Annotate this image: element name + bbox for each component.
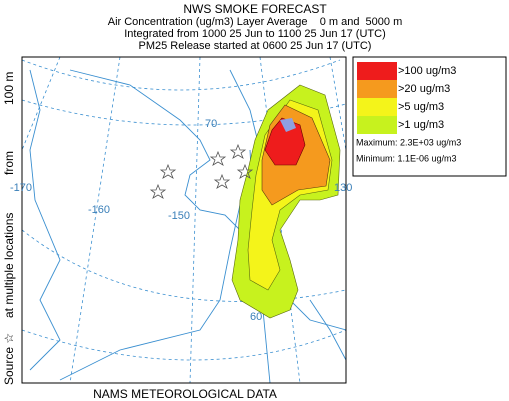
side-label: Source ☆ at multiple locations from 100 …	[2, 72, 16, 385]
side-label-part: 100 m	[2, 72, 16, 105]
legend-label: >5 ug/m3	[398, 101, 444, 113]
map-label: -160	[88, 204, 110, 216]
subtitle: PM25 Release started at 0600 25 Jun 17 (…	[139, 40, 372, 52]
subtitle: Integrated from 1000 25 Jun to 1100 25 J…	[124, 28, 386, 40]
legend-label: >20 ug/m3	[398, 83, 450, 95]
title: NWS SMOKE FORECAST	[183, 2, 327, 16]
legend: Maximum: 2.3E+03 ug/m3 Minimum: 1.1E-06 …	[352, 56, 507, 177]
legend-label: >1 ug/m3	[398, 119, 444, 131]
map: 70 -170 -160 -150 130 60	[10, 56, 352, 384]
map-frame	[21, 56, 347, 384]
map-label: 130	[334, 182, 352, 194]
side-label-part: at multiple locations	[2, 213, 16, 318]
map-label: 70	[205, 118, 217, 130]
map-label: -170	[10, 182, 32, 194]
legend-swatch	[357, 116, 397, 134]
legend-label: >100 ug/m3	[398, 65, 456, 77]
legend-swatch	[357, 62, 397, 80]
map-label: -150	[168, 210, 190, 222]
legend-swatch	[357, 98, 397, 116]
side-label-part: Source ☆	[2, 333, 16, 385]
map-label: 60	[250, 311, 262, 323]
minimum: Minimum: 1.1E-06 ug/m3	[356, 153, 457, 163]
side-label-part: from	[2, 151, 16, 175]
footer: NAMS METEOROLOGICAL DATA	[93, 387, 277, 401]
maximum: Maximum: 2.3E+03 ug/m3	[356, 137, 461, 147]
subtitle: Air Concentration (ug/m3) Layer Average …	[108, 16, 403, 28]
legend-swatch	[357, 80, 397, 98]
